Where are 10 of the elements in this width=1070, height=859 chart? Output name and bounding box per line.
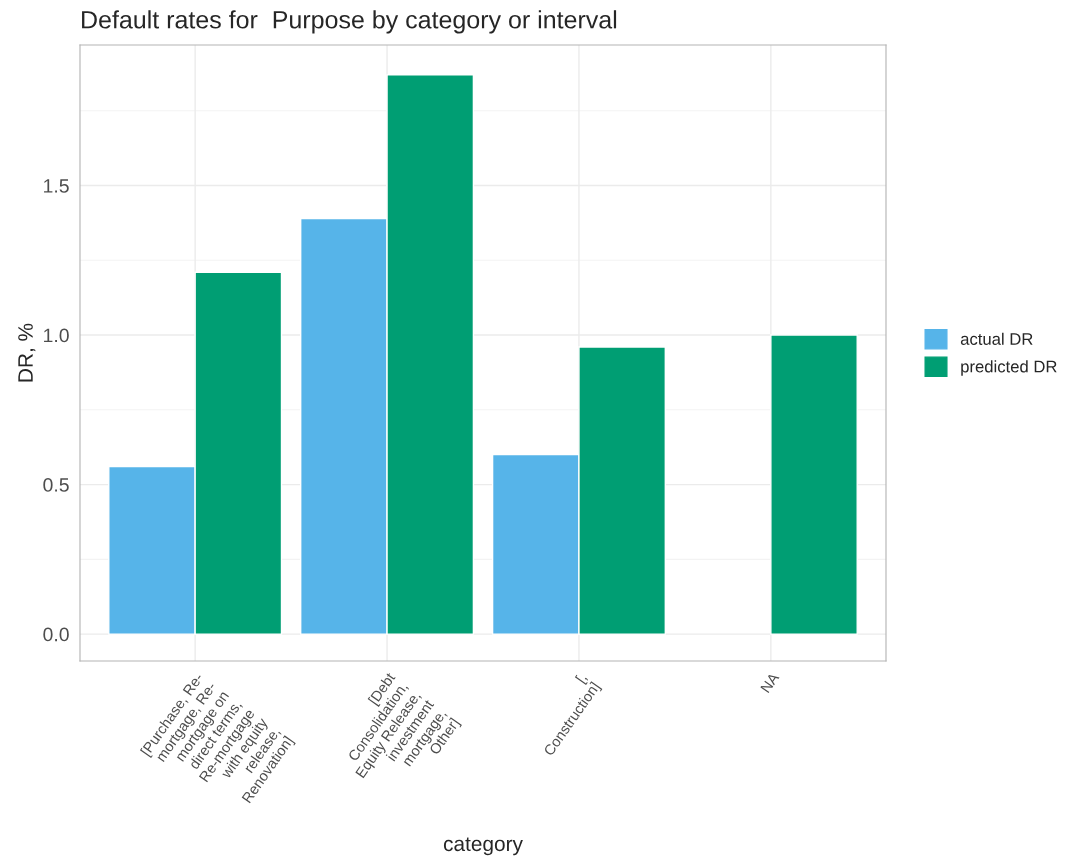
y-tick-label: 0.0 <box>43 627 69 642</box>
y-axis-title: DR, % <box>18 323 36 382</box>
y-tick-label: 1.5 <box>44 179 69 193</box>
y-tick-label: 1.0 <box>44 328 69 343</box>
legend-label: predicted DR <box>961 360 1057 376</box>
legend-label: actual DR <box>960 332 1033 345</box>
x-axis-title: category <box>443 837 523 856</box>
x-tick-label: NA <box>760 671 780 694</box>
y-tick-label: 0.5 <box>43 478 69 492</box>
chart-title: Default rates for Purpose by category or interval <box>82 10 617 34</box>
